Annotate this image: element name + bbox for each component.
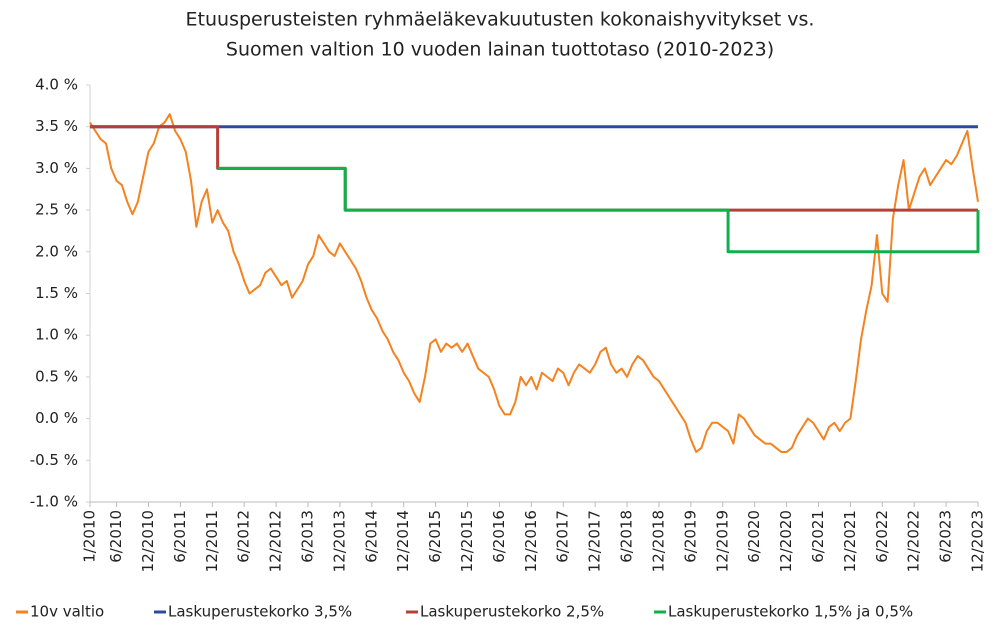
x-tick-label: 6/2014 xyxy=(362,510,380,563)
x-tick-label: 12/2018 xyxy=(649,510,667,572)
chart-title: Suomen valtion 10 vuoden lainan tuottota… xyxy=(226,39,774,61)
x-tick-label: 6/2010 xyxy=(107,510,125,563)
x-tick-label: 12/2011 xyxy=(203,510,221,572)
x-tick-label: 1/2010 xyxy=(81,510,99,563)
x-tick-label: 12/2012 xyxy=(267,510,285,572)
y-tick-label: 3.0 % xyxy=(35,159,78,177)
y-tick-label: 1.5 % xyxy=(35,284,78,302)
x-tick-label: 6/2022 xyxy=(873,510,891,563)
series-line xyxy=(89,113,979,453)
x-tick-label: 6/2013 xyxy=(299,510,317,563)
x-tick-label: 6/2023 xyxy=(937,510,955,563)
x-tick-label: 6/2021 xyxy=(809,510,827,563)
x-tick-label: 6/2020 xyxy=(745,510,763,563)
x-tick-label: 12/2022 xyxy=(905,510,923,572)
y-tick-label: 1.0 % xyxy=(35,326,78,344)
x-tick-label: 6/2012 xyxy=(235,510,253,563)
y-tick-label: 0.0 % xyxy=(35,409,78,427)
y-tick-label: 0.5 % xyxy=(35,367,78,385)
x-tick-label: 6/2018 xyxy=(618,510,636,563)
x-tick-label: 12/2016 xyxy=(522,510,540,572)
legend-label: Laskuperustekorko 2,5% xyxy=(420,603,604,621)
x-tick-label: 6/2016 xyxy=(490,510,508,563)
x-tick-label: 6/2019 xyxy=(681,510,699,563)
legend-label: Laskuperustekorko 3,5% xyxy=(168,603,352,621)
x-tick-label: 12/2015 xyxy=(458,510,476,572)
x-tick-label: 6/2011 xyxy=(171,510,189,563)
x-tick-label: 12/2019 xyxy=(713,510,731,572)
x-tick-label: 6/2015 xyxy=(426,510,444,563)
chart-title: Etuusperusteisten ryhmäeläkevakuutusten … xyxy=(186,9,815,31)
y-tick-label: -0.5 % xyxy=(30,451,78,469)
legend-label: 10v valtio xyxy=(30,603,104,621)
x-tick-label: 12/2010 xyxy=(139,510,157,572)
x-tick-label: 12/2023 xyxy=(969,510,987,572)
x-tick-label: 12/2021 xyxy=(841,510,859,572)
y-tick-label: 3.5 % xyxy=(35,117,78,135)
y-tick-label: 2.5 % xyxy=(35,201,78,219)
x-tick-label: 12/2013 xyxy=(330,510,348,572)
legend-label: Laskuperustekorko 1,5% ja 0,5% xyxy=(668,603,913,621)
y-tick-label: 2.0 % xyxy=(35,242,78,260)
x-tick-label: 12/2014 xyxy=(394,510,412,572)
x-tick-label: 12/2020 xyxy=(777,510,795,572)
y-tick-label: 4.0 % xyxy=(35,76,78,94)
x-tick-label: 12/2017 xyxy=(586,510,604,572)
x-tick-label: 6/2017 xyxy=(554,510,572,563)
series-line xyxy=(217,166,980,254)
y-tick-label: -1.0 % xyxy=(30,493,78,511)
